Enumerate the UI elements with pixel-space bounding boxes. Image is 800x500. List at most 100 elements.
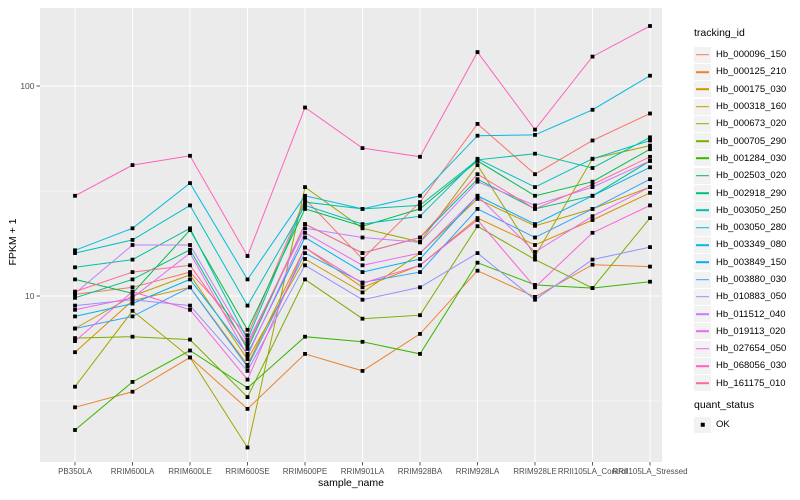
data-point <box>533 222 537 226</box>
data-point <box>245 386 250 390</box>
legend-item-Hb_003050_280: Hb_003050_280 <box>694 219 786 236</box>
data-point <box>648 154 652 159</box>
data-point <box>130 301 135 306</box>
data-point <box>533 297 537 302</box>
data-point <box>533 172 537 177</box>
data-point <box>245 357 250 362</box>
legend-item-label: Hb_000096_150 <box>716 49 787 61</box>
data-point <box>303 263 307 268</box>
data-point <box>303 251 307 255</box>
quant-ok-square-icon <box>694 416 711 433</box>
legend-line-swatch-icon <box>694 81 711 98</box>
data-point <box>303 230 307 235</box>
data-point <box>73 289 77 294</box>
data-point <box>245 369 250 373</box>
tracking-id-legend: Hb_000096_150 Hb_000125_210 Hb_000175_030 H… <box>694 46 786 392</box>
data-point <box>188 307 192 312</box>
legend-item-Hb_000318_160: Hb_000318_160 <box>694 98 786 115</box>
x-tick-label: RRII105LA_Control <box>558 467 628 476</box>
legend-item-label: Hb_003880_030 <box>716 274 787 285</box>
data-point <box>648 185 652 189</box>
data-point <box>590 257 595 262</box>
data-point <box>303 193 307 198</box>
data-point <box>590 166 595 170</box>
data-point <box>475 218 480 222</box>
data-point <box>590 138 595 143</box>
legend-item-label: Hb_068056_030 <box>716 360 787 372</box>
legend-item-Hb_003349_080: Hb_003349_080 <box>694 236 786 253</box>
y-tick-label: 100 <box>20 81 34 91</box>
legend-line-swatch-icon <box>694 306 711 323</box>
data-point <box>418 207 422 211</box>
data-point <box>188 348 192 353</box>
data-point <box>303 185 307 189</box>
legend-line-swatch-icon <box>694 185 711 202</box>
x-tick-label: RRIM901LA <box>341 467 385 476</box>
data-point <box>73 303 77 308</box>
data-point <box>360 224 365 229</box>
data-point <box>73 265 77 270</box>
x-tick-label: RRIM600LA <box>111 467 155 476</box>
legend-item-label: Hb_000125_210 <box>716 66 787 78</box>
legend-item-Hb_010883_050: Hb_010883_050 <box>694 288 786 305</box>
data-point <box>533 193 537 198</box>
legend-item-label: Hb_000318_160 <box>716 101 787 113</box>
x-tick-label: PB350LA <box>58 467 92 476</box>
data-point <box>73 339 77 343</box>
legend-item-Hb_003050_250: Hb_003050_250 <box>694 202 786 219</box>
x-tick-label: RRIM600LE <box>168 467 212 476</box>
data-point <box>533 250 537 254</box>
data-point <box>188 273 192 277</box>
data-point <box>475 193 480 198</box>
data-point <box>360 281 365 286</box>
data-point <box>245 340 250 345</box>
data-point <box>475 268 480 273</box>
data-point <box>590 185 595 189</box>
legend-item-label: Hb_002918_290 <box>716 187 787 199</box>
legend-line-swatch-icon <box>694 219 711 236</box>
data-point <box>648 135 652 140</box>
data-point <box>360 207 365 211</box>
data-point <box>188 303 192 308</box>
legend-line-swatch-icon <box>694 375 711 392</box>
data-point <box>648 216 652 220</box>
data-point <box>360 146 365 150</box>
data-point <box>130 314 135 319</box>
data-point <box>130 270 135 274</box>
data-point <box>130 238 135 242</box>
x-tick-label: RRII105LA_Stressed <box>612 467 687 476</box>
data-point <box>360 369 365 373</box>
legend-item-Hb_027654_050: Hb_027654_050 <box>694 340 786 357</box>
legend-item-label: Hb_000705_290 <box>716 135 787 147</box>
data-point <box>130 285 135 290</box>
data-point <box>360 251 365 255</box>
data-point <box>475 172 480 177</box>
data-point <box>245 277 250 282</box>
legend-item-Hb_003849_150: Hb_003849_150 <box>694 254 786 271</box>
data-point <box>533 203 537 208</box>
data-point <box>188 181 192 185</box>
data-point <box>590 218 595 222</box>
data-point <box>648 138 652 143</box>
data-point <box>188 263 192 268</box>
data-point <box>648 143 652 148</box>
data-point <box>648 159 652 163</box>
data-point <box>73 428 77 432</box>
data-point <box>130 295 135 300</box>
data-point <box>475 251 480 255</box>
data-point <box>73 277 77 282</box>
data-point <box>303 207 307 211</box>
data-point <box>303 277 307 282</box>
legend-item-Hb_000673_020: Hb_000673_020 <box>694 115 786 132</box>
legend-line-swatch-icon <box>694 150 711 167</box>
legend-item-label: Hb_161175_010 <box>716 377 786 389</box>
data-point <box>475 122 480 126</box>
data-point <box>130 226 135 231</box>
data-point <box>475 163 480 167</box>
data-point <box>475 50 480 54</box>
data-point <box>648 279 652 284</box>
data-point <box>130 380 135 384</box>
legend-item-Hb_003880_030: Hb_003880_030 <box>694 271 786 288</box>
data-point <box>245 303 250 308</box>
